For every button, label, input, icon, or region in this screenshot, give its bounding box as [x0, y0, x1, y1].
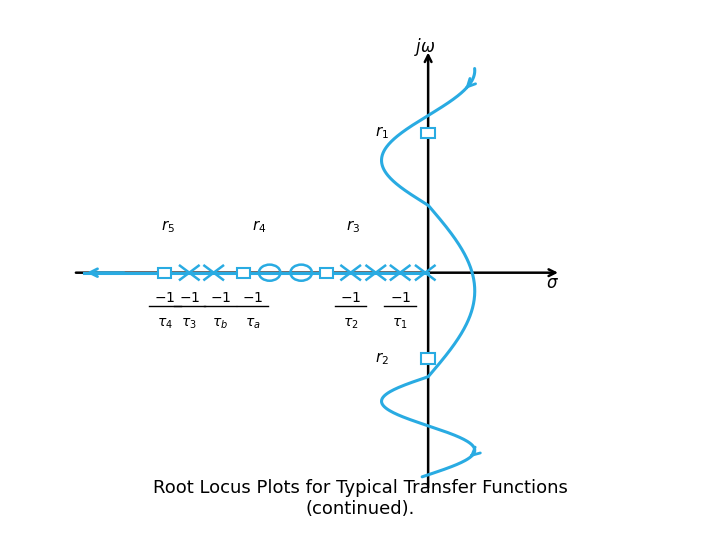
- Text: $-1$: $-1$: [390, 291, 411, 305]
- Text: $r_2$: $r_2$: [374, 350, 389, 367]
- Text: $j\omega$: $j\omega$: [414, 36, 436, 58]
- Bar: [421, 127, 436, 138]
- Text: $\tau_2$: $\tau_2$: [343, 317, 359, 331]
- Bar: [237, 268, 250, 278]
- Text: $r_1$: $r_1$: [374, 125, 389, 141]
- Text: $-1$: $-1$: [340, 291, 361, 305]
- Text: $r_5$: $r_5$: [161, 218, 176, 235]
- Text: $\sigma$: $\sigma$: [546, 274, 559, 293]
- Text: $r_4$: $r_4$: [253, 218, 267, 235]
- Bar: [320, 268, 333, 278]
- Text: $\tau_4$: $\tau_4$: [157, 317, 173, 331]
- Text: $\tau_a$: $\tau_a$: [245, 317, 260, 331]
- Text: $-1$: $-1$: [210, 291, 231, 305]
- Text: $r_3$: $r_3$: [346, 218, 360, 235]
- Text: Root Locus Plots for Typical Transfer Functions
(continued).: Root Locus Plots for Typical Transfer Fu…: [153, 479, 567, 518]
- Text: $\tau_b$: $\tau_b$: [212, 317, 228, 331]
- Bar: [421, 353, 436, 364]
- Text: $\tau_3$: $\tau_3$: [181, 317, 197, 331]
- Text: $-1$: $-1$: [154, 291, 176, 305]
- Bar: [158, 268, 171, 278]
- Text: $-1$: $-1$: [179, 291, 200, 305]
- Text: $\tau_1$: $\tau_1$: [392, 317, 408, 331]
- Text: $-1$: $-1$: [242, 291, 263, 305]
